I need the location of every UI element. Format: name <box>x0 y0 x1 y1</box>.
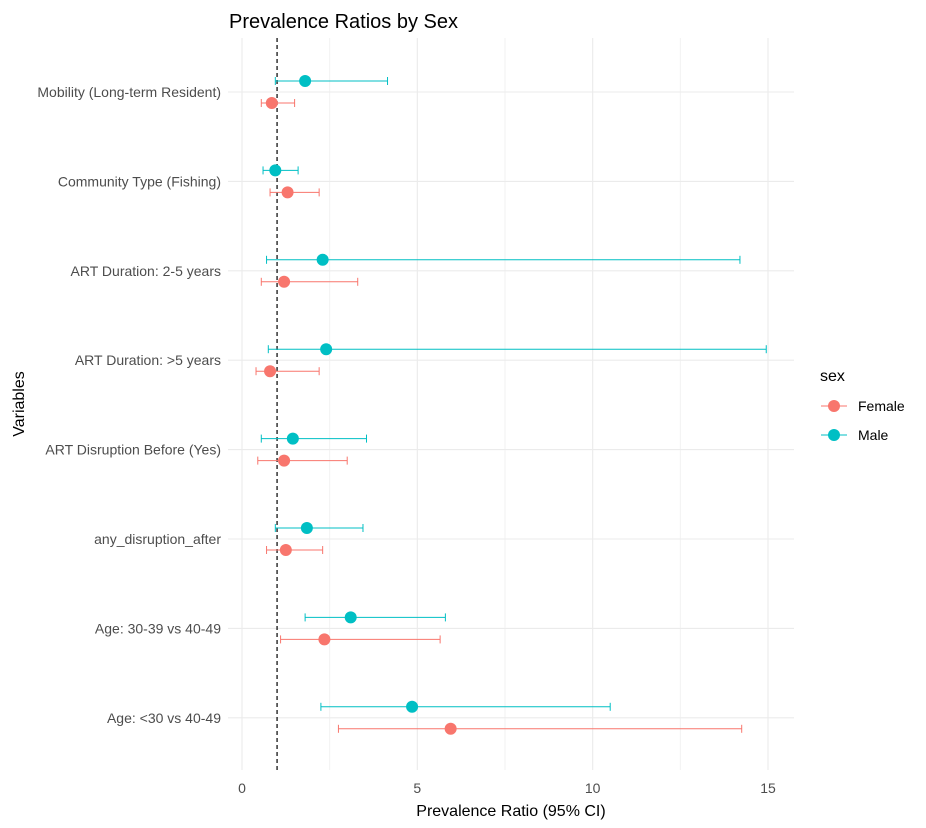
x-tick-label: 0 <box>238 780 246 796</box>
legend-item-male: Male <box>821 427 889 443</box>
point-estimate <box>269 164 282 177</box>
point-male <box>260 432 367 445</box>
point-estimate <box>344 611 357 624</box>
point-female <box>257 454 348 467</box>
point-estimate <box>264 365 277 378</box>
y-tick-label: Age: <30 vs 40-49 <box>107 710 221 726</box>
x-axis-title: Prevalence Ratio (95% CI) <box>416 803 605 820</box>
point-estimate <box>281 186 294 199</box>
point-estimate <box>406 700 419 713</box>
point-estimate <box>265 97 278 109</box>
y-axis-labels: Mobility (Long-term Resident) Community T… <box>37 84 221 726</box>
point-female <box>266 544 324 556</box>
point-estimate <box>316 253 329 266</box>
point-estimate <box>299 75 312 87</box>
x-tick-label: 10 <box>585 780 601 796</box>
point-estimate <box>278 454 291 467</box>
x-axis-ticks: 0 5 10 15 <box>238 780 776 796</box>
point-female <box>269 186 320 199</box>
point-estimate <box>318 633 331 646</box>
point-male <box>274 75 389 87</box>
grid <box>228 38 794 770</box>
legend: sex Female Male <box>820 368 905 443</box>
point-male <box>304 611 446 624</box>
point-female <box>280 633 441 646</box>
y-tick-label: ART Duration: >5 years <box>75 352 221 368</box>
point-male <box>262 164 299 177</box>
chart-title: Prevalence Ratios by Sex <box>229 11 458 33</box>
y-tick-label: Community Type (Fishing) <box>58 173 221 189</box>
point-female <box>255 365 320 378</box>
point-estimate <box>320 343 333 356</box>
point-male <box>267 343 767 356</box>
y-tick-label: ART Duration: 2-5 years <box>71 263 221 279</box>
point-female <box>260 275 359 288</box>
point-estimate <box>444 722 457 735</box>
legend-label: Male <box>858 427 889 443</box>
point-estimate <box>279 544 292 556</box>
x-tick-label: 5 <box>413 780 421 796</box>
y-axis-title: Variables <box>11 371 28 437</box>
point-estimate <box>300 522 313 534</box>
legend-key-point <box>828 400 840 412</box>
legend-label: Female <box>858 398 905 414</box>
point-male <box>274 522 364 534</box>
point-male <box>266 253 741 266</box>
y-tick-label: any_disruption_after <box>94 531 221 547</box>
legend-title: sex <box>820 368 845 385</box>
y-tick-label: ART Disruption Before (Yes) <box>45 442 221 458</box>
data-marks <box>255 75 767 735</box>
point-female <box>260 97 296 109</box>
legend-key-point <box>828 429 840 441</box>
point-female <box>337 722 743 735</box>
legend-item-female: Female <box>821 398 905 414</box>
point-male <box>320 700 611 713</box>
point-estimate <box>278 275 291 288</box>
y-tick-label: Age: 30-39 vs 40-49 <box>95 620 221 636</box>
y-tick-label: Mobility (Long-term Resident) <box>37 84 221 100</box>
point-estimate <box>286 432 299 445</box>
x-tick-label: 15 <box>760 780 776 796</box>
